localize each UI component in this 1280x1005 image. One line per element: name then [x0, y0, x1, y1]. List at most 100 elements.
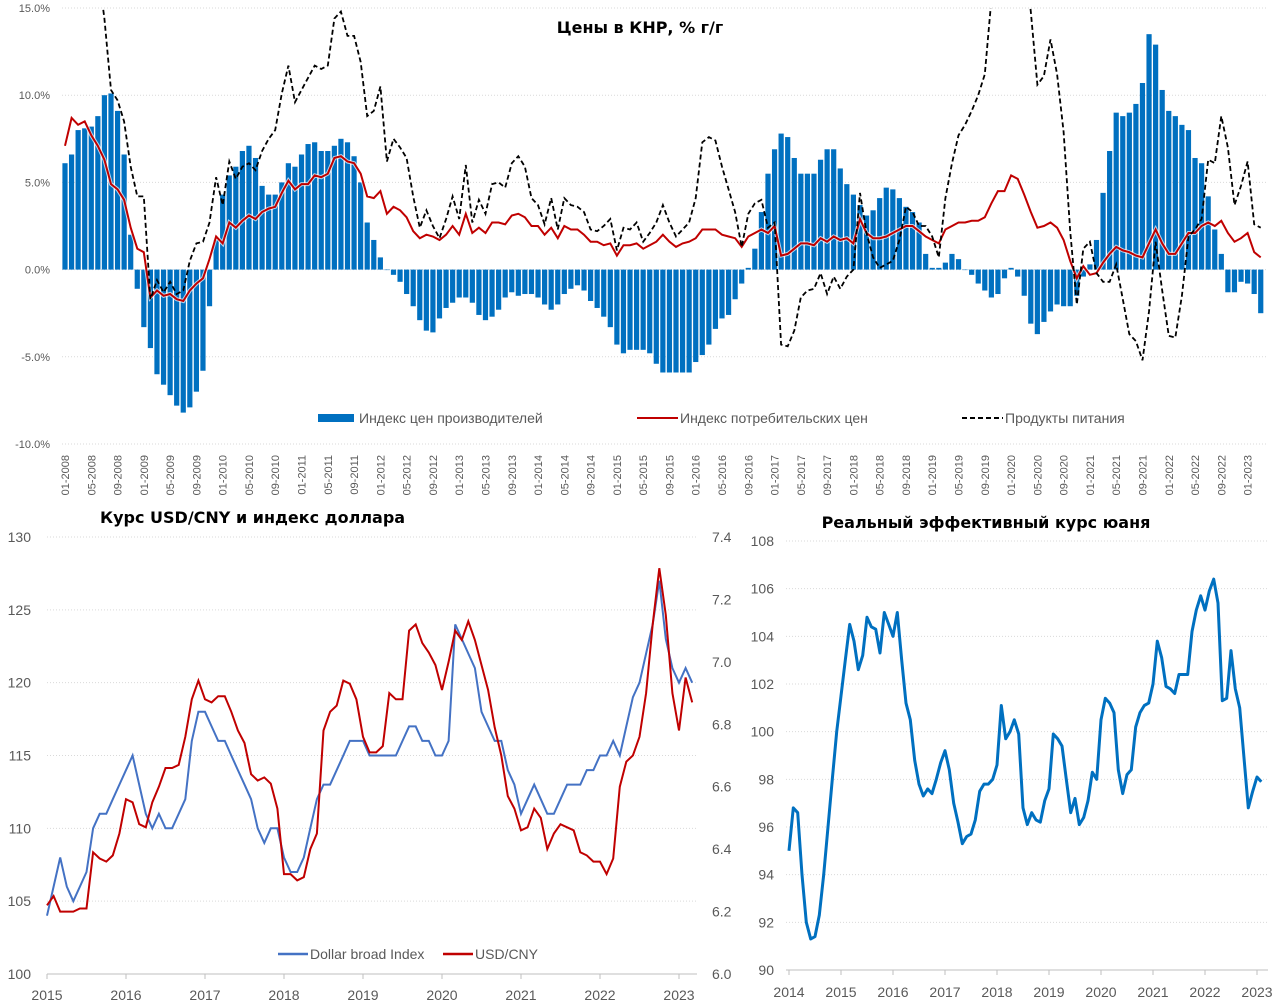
usdcny-line	[46, 568, 694, 913]
ppi-bar	[220, 194, 226, 270]
reer-chart-title: Реальный эффективный курс юаня	[822, 513, 1151, 532]
ppi-bar	[180, 269, 186, 413]
x-tick-label: 2017	[929, 984, 960, 1000]
ppi-bar	[1041, 269, 1047, 322]
x-tick-label: 09-2021	[1137, 455, 1149, 495]
y-tick-label: 10.0%	[19, 90, 50, 102]
legend-swatch-ppi	[318, 414, 354, 422]
ppi-bar	[528, 269, 535, 295]
ppi-bar	[1225, 269, 1231, 293]
ppi-bar	[660, 269, 666, 373]
ppi-bar	[331, 145, 337, 270]
ppi-bar	[1218, 253, 1224, 270]
x-tick-label: 05-2015	[638, 455, 650, 495]
ppi-bar	[686, 269, 692, 373]
ppi-bar	[167, 269, 173, 396]
ppi-bar	[522, 269, 528, 295]
ppi-bar	[890, 189, 896, 270]
ppi-bar	[101, 95, 108, 270]
y-tick-label: -5.0%	[21, 352, 50, 364]
ppi-bar	[364, 222, 370, 270]
ppi-bar	[1067, 269, 1073, 307]
ppi-bar	[82, 128, 88, 270]
ppi-bar	[542, 269, 548, 305]
y-left-tick-label: 120	[8, 675, 32, 691]
ppi-bar	[699, 269, 705, 356]
x-tick-label: 09-2014	[586, 455, 598, 495]
ppi-bar	[338, 138, 344, 270]
ppi-bar	[857, 205, 863, 270]
ppi-bar	[128, 234, 134, 270]
ppi-bar	[620, 269, 627, 354]
ppi-bar	[817, 159, 824, 270]
ppi-bar	[1258, 269, 1264, 314]
x-tick-label: 05-2018	[875, 455, 887, 495]
x-tick-label: 05-2021	[1111, 455, 1123, 495]
ppi-bar	[916, 222, 922, 270]
x-tick-label: 09-2015	[664, 455, 676, 495]
ppi-bar	[824, 149, 830, 270]
ppi-bar	[627, 269, 633, 350]
x-tick-label: 01-2019	[927, 455, 939, 495]
ppi-bar	[476, 269, 482, 315]
ppi-bar	[752, 248, 758, 270]
ppi-bar	[515, 269, 521, 296]
ppi-bar	[719, 269, 725, 319]
x-tick-label: 05-2013	[480, 455, 492, 495]
ppi-bar	[423, 269, 429, 331]
ppi-bar	[594, 269, 600, 308]
ppi-bar	[430, 269, 436, 333]
x-tick-label: 2021	[1137, 984, 1168, 1000]
prices-chart: 15.0% 10.0% 5.0% 0.0% -5.0% -10.0% 01-2008 05-2…	[15, 3, 1268, 495]
ppi-bar	[923, 253, 929, 270]
legend-label-ppi: Индекс цен производителей	[359, 410, 543, 426]
ppi-bar	[679, 269, 686, 373]
ppi-bar	[384, 269, 390, 271]
ppi-bar	[509, 269, 515, 293]
x-tick-label: 2020	[426, 987, 457, 1003]
ppi-bar	[1126, 112, 1132, 270]
ppi-bar	[863, 215, 870, 270]
x-tick-label: 2019	[347, 987, 378, 1003]
x-tick-label: 05-2014	[559, 455, 571, 495]
x-tick-label: 2016	[110, 987, 141, 1003]
ppi-bar	[929, 267, 935, 270]
ppi-bar	[969, 269, 975, 275]
ppi-bar	[502, 269, 508, 298]
x-tick-label: 2022	[584, 987, 615, 1003]
cpi-line	[64, 115, 1262, 303]
ppi-bar	[1047, 269, 1054, 312]
legend-label-dollar: Dollar broad Index	[310, 946, 424, 962]
ppi-bar	[771, 149, 778, 270]
ppi-bar	[785, 137, 791, 270]
ppi-bar	[804, 173, 811, 270]
ppi-bar	[285, 163, 291, 270]
ppi-bar	[390, 269, 397, 275]
legend-label-cpi: Индекс потребительских цен	[680, 410, 868, 426]
x-tick-label: 2018	[981, 984, 1012, 1000]
ppi-bar	[1153, 44, 1159, 270]
ppi-bar	[988, 269, 994, 298]
x-tick-label: 05-2008	[86, 455, 98, 495]
ppi-bar	[962, 269, 968, 271]
ppi-bar	[765, 173, 771, 270]
ppi-bar	[1001, 269, 1008, 279]
ppi-bar	[568, 269, 574, 289]
x-tick-label: 2015	[825, 984, 856, 1000]
x-tick-label: 2018	[268, 987, 299, 1003]
ppi-bar	[397, 269, 403, 282]
x-tick-label: 09-2017	[822, 455, 834, 495]
x-tick-label: 05-2019	[954, 455, 966, 495]
ppi-bar	[1120, 116, 1126, 270]
usdcny-legend: Dollar broad Index USD/CNY	[278, 946, 539, 962]
ppi-bar	[187, 269, 193, 408]
ppi-bar	[1008, 267, 1014, 270]
ppi-bar	[798, 173, 804, 270]
ppi-bar	[574, 269, 581, 286]
ppi-bar	[1179, 124, 1185, 270]
ppi-bar	[955, 259, 962, 270]
ppi-bar	[279, 182, 285, 270]
ppi-bar	[535, 269, 541, 298]
x-tick-label: 05-2016	[717, 455, 729, 495]
ppi-bar	[410, 269, 416, 307]
